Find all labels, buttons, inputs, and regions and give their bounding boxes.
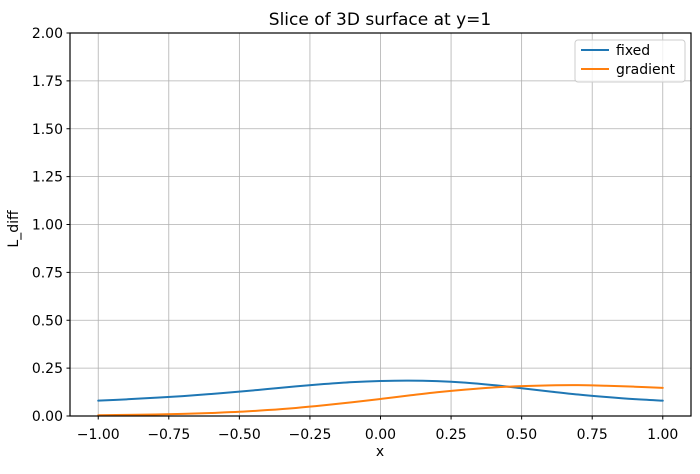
y-tick-label: 0.00 [32, 409, 63, 425]
y-tick-label: 1.50 [32, 122, 63, 138]
y-tick-label: 1.00 [32, 218, 63, 234]
y-tick-label: 0.25 [32, 361, 63, 377]
x-tick-label: 0.00 [365, 427, 396, 443]
x-tick-label: −1.00 [77, 427, 120, 443]
x-tick-label: 0.75 [577, 427, 608, 443]
axis-layer: −1.00 −0.75 −0.50 −0.25 0.00 0.25 0.50 0.75 1.00… [32, 26, 692, 443]
legend-label-fixed: fixed [616, 43, 650, 59]
y-axis-label: L_diff [6, 210, 22, 248]
legend-label-gradient: gradient [616, 62, 675, 78]
y-tick-label: 0.75 [32, 265, 63, 281]
x-tick-label: 1.00 [647, 427, 678, 443]
y-tick-label: 2.00 [32, 26, 63, 42]
x-axis-label: x [376, 444, 384, 460]
x-tick-label: 0.50 [506, 427, 537, 443]
x-tick-label: −0.75 [147, 427, 190, 443]
legend-layer: fixed gradient [574, 39, 686, 83]
chart-title: Slice of 3D surface at y=1 [269, 10, 491, 30]
series-line-fixed [97, 379, 664, 402]
y-tick-label: 1.25 [32, 170, 63, 186]
y-tick-label: 1.75 [32, 74, 63, 90]
y-tick-label: 0.50 [32, 313, 63, 329]
series-layer [97, 379, 664, 417]
x-tick-label: −0.50 [218, 427, 261, 443]
series-line-gradient [97, 384, 664, 417]
x-tick-label: −0.25 [288, 427, 331, 443]
plot-border [69, 32, 692, 417]
grid-layer [70, 32, 691, 417]
x-tick-label: 0.25 [435, 427, 466, 443]
